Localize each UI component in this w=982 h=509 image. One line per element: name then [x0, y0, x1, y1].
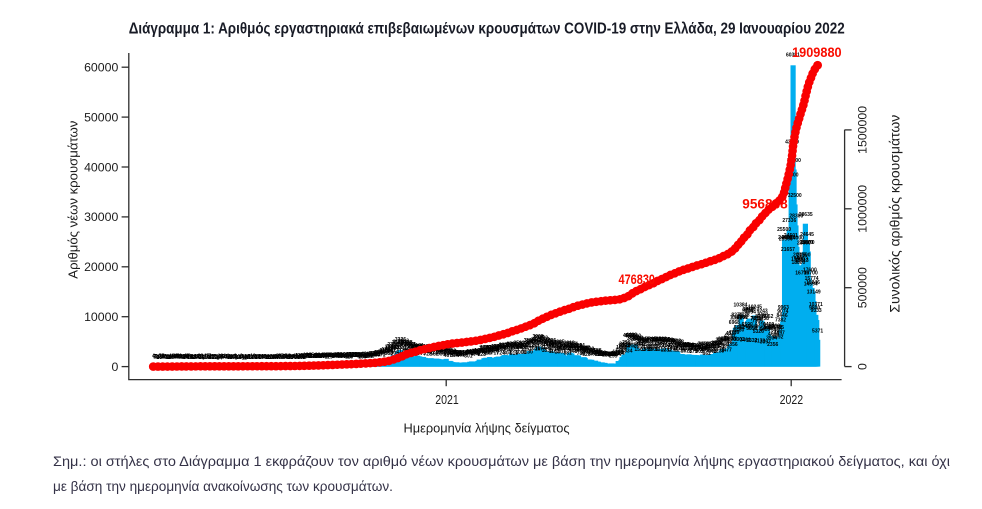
svg-text:8052: 8052 [762, 314, 773, 320]
svg-text:10000: 10000 [84, 310, 118, 324]
svg-text:1909880: 1909880 [792, 45, 842, 60]
svg-text:0: 0 [856, 363, 870, 370]
svg-text:2021: 2021 [435, 393, 459, 407]
svg-text:0: 0 [111, 360, 118, 374]
svg-text:24645: 24645 [800, 232, 814, 238]
svg-text:20000: 20000 [84, 260, 118, 274]
svg-text:25500: 25500 [777, 227, 791, 233]
svg-text:500000: 500000 [856, 267, 870, 308]
svg-text:30000: 30000 [84, 210, 118, 224]
svg-text:Σημ.: οι στήλες στο Διάγραμμα: Σημ.: οι στήλες στο Διάγραμμα 1 εκφράζου… [53, 454, 950, 469]
svg-text:2022: 2022 [780, 393, 804, 407]
svg-text:Αριθμός νέων κρουσμάτων: Αριθμός νέων κρουσμάτων [66, 121, 81, 279]
svg-text:23070: 23070 [801, 240, 815, 246]
svg-text:Ημερομηνία λήψης δείγματος: Ημερομηνία λήψης δείγματος [404, 420, 570, 435]
svg-text:Συνολικός αριθμός κρουσμάτων: Συνολικός αριθμός κρουσμάτων [887, 114, 902, 312]
svg-text:13149: 13149 [807, 289, 821, 295]
svg-text:1500000: 1500000 [856, 106, 870, 154]
svg-text:1000000: 1000000 [856, 185, 870, 233]
svg-text:50000: 50000 [84, 110, 118, 124]
svg-text:με βάση την ημερομηνία ανακοίν: με βάση την ημερομηνία ανακοίνωσης των κ… [53, 479, 393, 494]
svg-text:40000: 40000 [84, 160, 118, 174]
svg-text:32500: 32500 [788, 193, 802, 199]
svg-text:5371: 5371 [812, 329, 823, 335]
svg-text:20500: 20500 [797, 252, 811, 258]
svg-text:476830: 476830 [619, 272, 656, 287]
svg-text:2356: 2356 [767, 342, 778, 348]
svg-text:1477: 1477 [721, 347, 732, 353]
svg-text:28635: 28635 [799, 212, 813, 218]
svg-text:9333: 9333 [811, 308, 822, 314]
svg-text:Διάγραμμα 1: Αριθμός εργαστηρι: Διάγραμμα 1: Αριθμός εργαστηριακά επιβεβ… [129, 20, 845, 37]
svg-text:4897: 4897 [774, 331, 785, 337]
svg-text:19113: 19113 [795, 258, 809, 264]
svg-text:60000: 60000 [84, 61, 118, 75]
svg-text:15046: 15046 [806, 280, 820, 286]
svg-text:9963: 9963 [778, 305, 789, 311]
